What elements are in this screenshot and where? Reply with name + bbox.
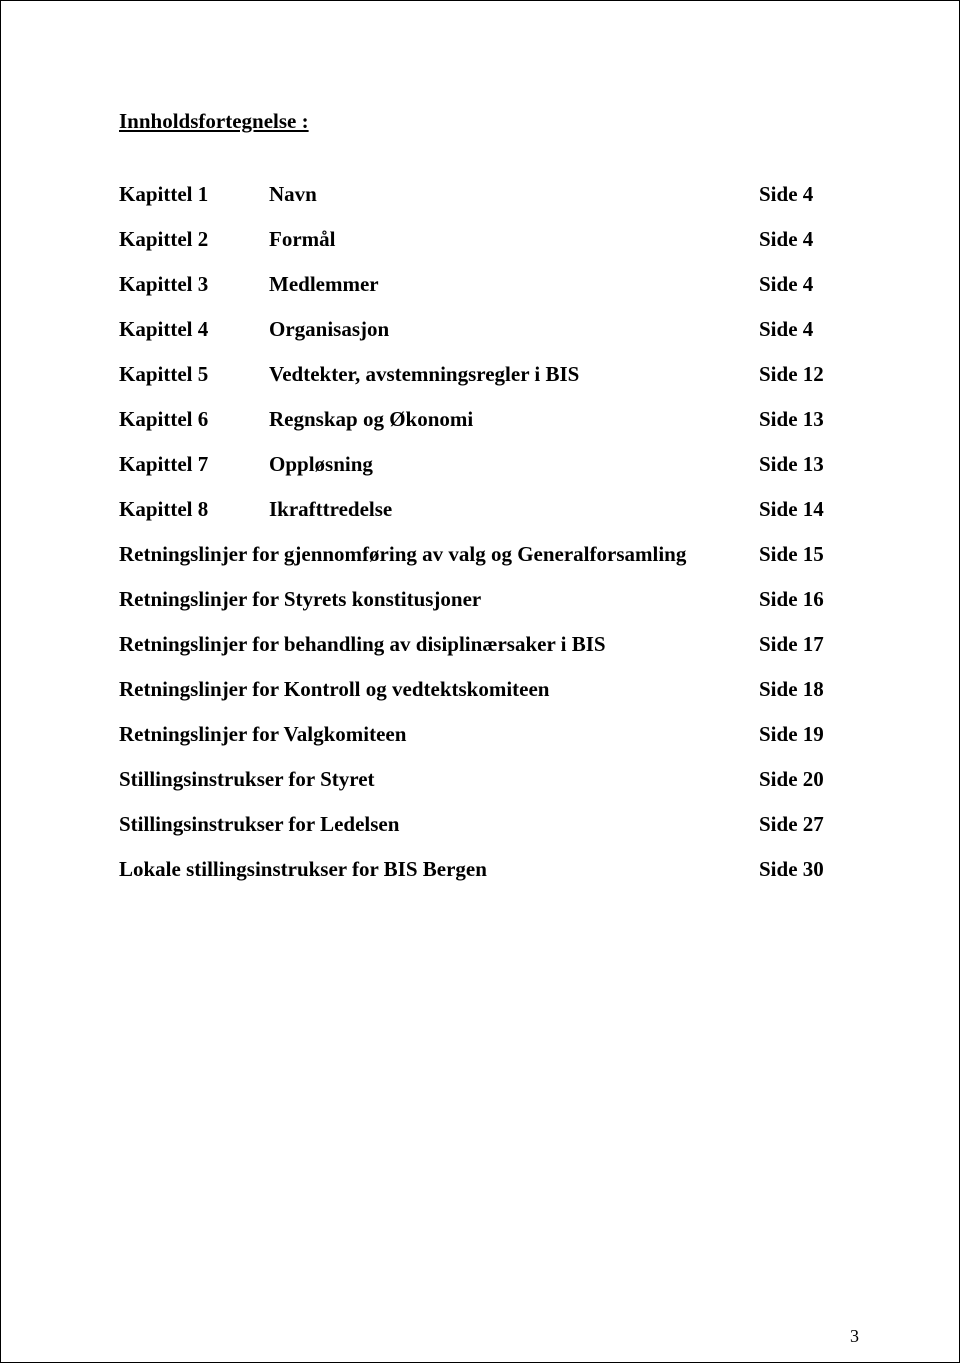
chapter-page: Side 4 <box>759 317 859 342</box>
chapter-label: Kapittel 1 <box>119 182 269 207</box>
section-name: Stillingsinstrukser for Styret <box>119 767 759 792</box>
section-page: Side 17 <box>759 632 859 657</box>
chapter-page: Side 14 <box>759 497 859 522</box>
chapter-page: Side 4 <box>759 227 859 252</box>
toc-chapter-row: Kapittel 7 Oppløsning Side 13 <box>119 452 859 477</box>
chapter-name: Organisasjon <box>269 317 759 342</box>
chapter-label: Kapittel 6 <box>119 407 269 432</box>
page-number: 3 <box>850 1326 859 1347</box>
section-name: Retningslinjer for gjennomføring av valg… <box>119 542 759 567</box>
chapter-name: Navn <box>269 182 759 207</box>
toc-section-row: Retningslinjer for behandling av disipli… <box>119 632 859 657</box>
section-page: Side 18 <box>759 677 859 702</box>
chapter-page: Side 12 <box>759 362 859 387</box>
chapter-label: Kapittel 8 <box>119 497 269 522</box>
toc-section-row: Retningslinjer for Styrets konstitusjone… <box>119 587 859 612</box>
section-page: Side 19 <box>759 722 859 747</box>
chapter-page: Side 13 <box>759 407 859 432</box>
chapter-name: Ikrafttredelse <box>269 497 759 522</box>
toc-section-row: Retningslinjer for Kontroll og vedtektsk… <box>119 677 859 702</box>
chapter-page: Side 4 <box>759 272 859 297</box>
chapter-label: Kapittel 7 <box>119 452 269 477</box>
toc-section-row: Stillingsinstrukser for Ledelsen Side 27 <box>119 812 859 837</box>
chapter-name: Vedtekter, avstemningsregler i BIS <box>269 362 759 387</box>
section-name: Retningslinjer for Valgkomiteen <box>119 722 759 747</box>
toc-chapter-row: Kapittel 1 Navn Side 4 <box>119 182 859 207</box>
section-page: Side 20 <box>759 767 859 792</box>
chapter-name: Medlemmer <box>269 272 759 297</box>
section-name: Stillingsinstrukser for Ledelsen <box>119 812 759 837</box>
toc-list: Kapittel 1 Navn Side 4 Kapittel 2 Formål… <box>119 182 859 902</box>
section-page: Side 30 <box>759 857 859 882</box>
chapter-label: Kapittel 2 <box>119 227 269 252</box>
chapter-page: Side 13 <box>759 452 859 477</box>
chapter-label: Kapittel 5 <box>119 362 269 387</box>
toc-section-row: Stillingsinstrukser for Styret Side 20 <box>119 767 859 792</box>
toc-chapter-row: Kapittel 2 Formål Side 4 <box>119 227 859 252</box>
section-name: Retningslinjer for Styrets konstitusjone… <box>119 587 759 612</box>
toc-title: Innholdsfortegnelse : <box>119 109 859 134</box>
chapter-name: Formål <box>269 227 759 252</box>
toc-chapter-row: Kapittel 5 Vedtekter, avstemningsregler … <box>119 362 859 387</box>
chapter-name: Oppløsning <box>269 452 759 477</box>
section-name: Retningslinjer for Kontroll og vedtektsk… <box>119 677 759 702</box>
section-page: Side 16 <box>759 587 859 612</box>
toc-chapter-row: Kapittel 4 Organisasjon Side 4 <box>119 317 859 342</box>
chapter-label: Kapittel 4 <box>119 317 269 342</box>
chapter-name: Regnskap og Økonomi <box>269 407 759 432</box>
section-page: Side 15 <box>759 542 859 567</box>
document-page: Innholdsfortegnelse : Kapittel 1 Navn Si… <box>0 0 960 1363</box>
section-name: Lokale stillingsinstrukser for BIS Berge… <box>119 857 759 882</box>
chapter-label: Kapittel 3 <box>119 272 269 297</box>
toc-chapter-row: Kapittel 6 Regnskap og Økonomi Side 13 <box>119 407 859 432</box>
section-page: Side 27 <box>759 812 859 837</box>
toc-chapter-row: Kapittel 8 Ikrafttredelse Side 14 <box>119 497 859 522</box>
toc-section-row: Retningslinjer for gjennomføring av valg… <box>119 542 859 567</box>
toc-section-row: Lokale stillingsinstrukser for BIS Berge… <box>119 857 859 882</box>
toc-section-row: Retningslinjer for Valgkomiteen Side 19 <box>119 722 859 747</box>
toc-chapter-row: Kapittel 3 Medlemmer Side 4 <box>119 272 859 297</box>
chapter-page: Side 4 <box>759 182 859 207</box>
section-name: Retningslinjer for behandling av disipli… <box>119 632 759 657</box>
